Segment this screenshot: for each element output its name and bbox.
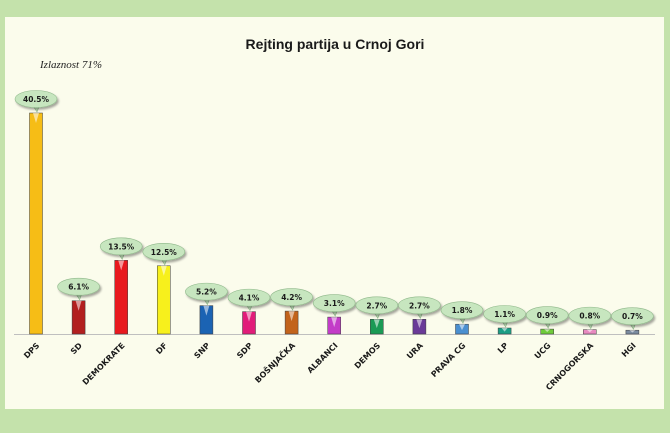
svg-text:1.1%: 1.1% [494, 310, 515, 319]
svg-text:40.5%: 40.5% [23, 95, 50, 104]
bar-notch [160, 265, 167, 276]
bar-demokrate [114, 260, 128, 335]
bar-notch [416, 319, 423, 329]
bar-notch [203, 305, 210, 316]
value-label: 4.2% [270, 288, 313, 311]
svg-text:5.2%: 5.2% [196, 288, 217, 297]
chart-title: Rejting partija u Crnoj Gori [245, 36, 425, 52]
category-label: DPS [22, 341, 41, 360]
bar-notch [501, 327, 508, 332]
svg-text:3.1%: 3.1% [324, 299, 345, 308]
bar-notch [373, 319, 380, 329]
category-label: LP [496, 341, 510, 355]
category-label: HGI [620, 341, 638, 359]
svg-text:4.2%: 4.2% [281, 293, 302, 302]
category-label: SDP [235, 341, 254, 360]
bar-df [157, 265, 171, 335]
bar-notch [288, 311, 295, 322]
bar-notch [118, 260, 125, 271]
bar-notch [586, 329, 593, 333]
bar-notch [246, 311, 252, 322]
svg-text:2.7%: 2.7% [409, 301, 430, 310]
bar-notch [459, 324, 465, 331]
bar-notch [75, 300, 82, 311]
category-label: BOŠNJAČKA [252, 339, 298, 385]
value-label: 1.8% [440, 301, 484, 324]
category-label: SD [69, 341, 84, 356]
value-label: 2.7% [398, 296, 441, 319]
bar-notch [629, 330, 636, 333]
value-label: 0.7% [611, 307, 654, 330]
plot-area [5, 17, 664, 409]
value-label: 6.1% [57, 277, 100, 301]
value-label: 2.7% [355, 296, 399, 319]
svg-text:4.1%: 4.1% [239, 294, 260, 303]
bar-dps [29, 112, 43, 335]
category-label: SNP [192, 341, 211, 360]
svg-text:6.1%: 6.1% [68, 283, 89, 292]
svg-text:13.5%: 13.5% [108, 242, 135, 251]
svg-text:0.7%: 0.7% [622, 312, 643, 321]
value-label: 4.1% [227, 288, 271, 312]
bar-notch [331, 317, 338, 328]
svg-text:0.9%: 0.9% [537, 311, 558, 320]
svg-text:1.8%: 1.8% [452, 306, 473, 315]
category-label: CRNOGORSKA [544, 340, 596, 392]
category-label: DEMOS [353, 341, 383, 371]
value-label: 1.1% [483, 305, 526, 328]
svg-text:2.7%: 2.7% [366, 301, 387, 310]
value-label: 12.5% [142, 242, 186, 266]
bar-notch [544, 329, 551, 333]
category-label: ALBANCI [306, 341, 340, 375]
value-label: 40.5% [14, 90, 58, 113]
value-label: 3.1% [312, 294, 356, 317]
value-label: 0.9% [525, 306, 569, 329]
chart-subtitle: Izlaznost 71% [40, 59, 103, 71]
category-label: DF [154, 341, 169, 356]
value-label: 5.2% [185, 282, 228, 306]
category-label: PRAVA CG [429, 341, 467, 379]
category-label: UCG [533, 341, 553, 361]
category-label: URA [405, 340, 425, 360]
svg-text:12.5%: 12.5% [151, 248, 178, 257]
bar-notch [33, 113, 39, 123]
value-label: 0.8% [568, 306, 612, 330]
category-label: DEMOKRATE [81, 341, 127, 387]
value-label: 13.5% [99, 237, 143, 261]
svg-text:0.8%: 0.8% [579, 312, 600, 321]
